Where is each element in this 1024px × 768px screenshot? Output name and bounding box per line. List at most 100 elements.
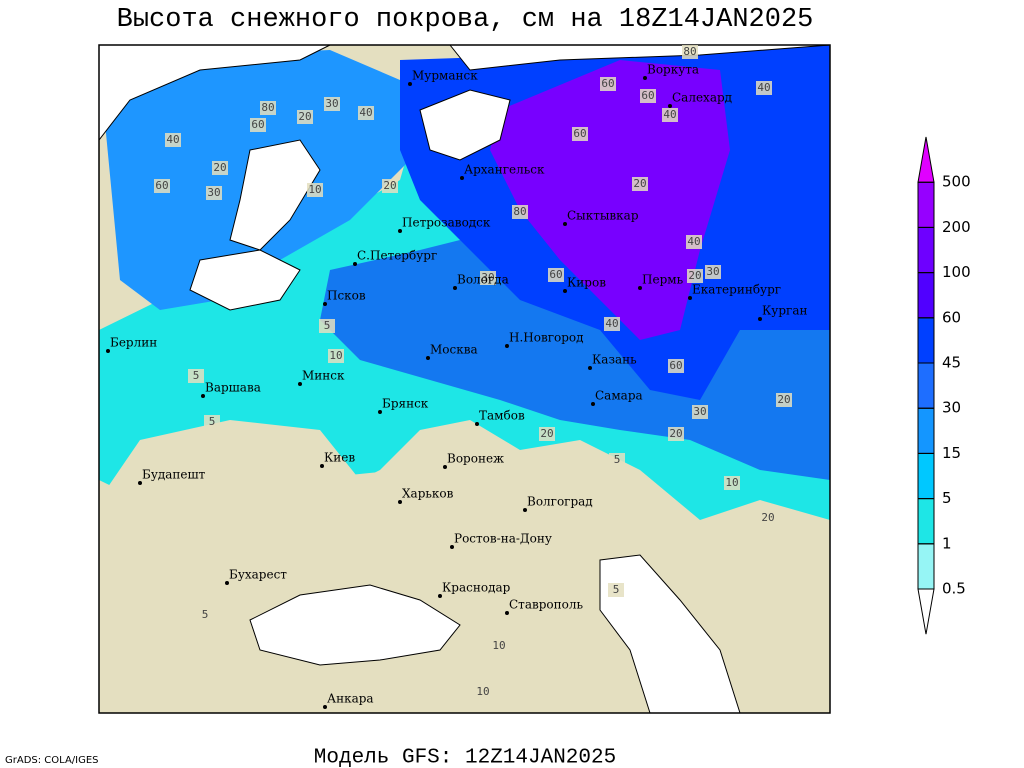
city-label: Варшава <box>205 381 261 395</box>
contour-label: 20 <box>633 177 646 190</box>
contour-label-box <box>662 108 678 122</box>
contour-labels: 60 80 60 30 40 20 40 60 80 60 40 40 20 10 30 60 20 80 30 60… <box>154 45 792 699</box>
city-label: Воронеж <box>447 452 504 466</box>
city-label: Киров <box>567 276 606 290</box>
white-sea <box>419 89 511 161</box>
colorbar-label: 1 <box>942 534 952 552</box>
contour-label: 5 <box>193 369 200 382</box>
contour-label: 60 <box>601 77 614 90</box>
colorbar-segment <box>917 543 935 590</box>
colorbar-label: 30 <box>942 399 961 417</box>
colorbar-segment <box>917 498 935 545</box>
contour-label-box <box>307 183 323 197</box>
contour-label: 60 <box>549 268 562 281</box>
city-dot <box>460 176 464 180</box>
colorbar-label: 45 <box>942 354 961 372</box>
colorbar-segment <box>917 407 935 454</box>
city-label: Архангельск <box>464 163 545 177</box>
contour-label: 20 <box>777 393 790 406</box>
snow-very-deep <box>490 60 730 340</box>
contour-label: 20 <box>383 179 396 192</box>
city-dot <box>505 344 509 348</box>
city-label: Анкара <box>327 692 374 706</box>
contour-label: 80 <box>513 205 526 218</box>
city-label: Ставрополь <box>509 598 583 612</box>
contour-label-box <box>724 476 740 490</box>
colorbar-segment <box>917 317 935 364</box>
city-label: Курган <box>762 304 807 318</box>
colorbar-label: 5 <box>942 489 952 507</box>
city-dot <box>591 402 595 406</box>
contour-label-box <box>668 427 684 441</box>
contour-label-box <box>512 205 528 219</box>
city-label: Екатеринбург <box>692 283 781 297</box>
city-dot <box>438 594 442 598</box>
city-label: Сыктывкар <box>567 209 639 223</box>
colorbar-label: 100 <box>942 263 971 281</box>
contour-label-box <box>204 415 220 429</box>
contour-label-box <box>687 269 703 283</box>
city-label: Харьков <box>402 487 454 501</box>
contour-label: 5 <box>614 453 621 466</box>
contour-label-box <box>776 393 792 407</box>
city-dot <box>398 229 402 233</box>
contour-label-box <box>324 97 340 111</box>
city-label: Волгоград <box>527 495 593 509</box>
contour-label: 20 <box>669 427 682 440</box>
contour-label: 5 <box>209 415 216 428</box>
city-label: Вологда <box>457 273 509 287</box>
contour-label: 40 <box>757 81 770 94</box>
contour-label: 20 <box>688 269 701 282</box>
black-sea <box>249 584 461 666</box>
contour-label: 60 <box>573 127 586 140</box>
city-label: Мурманск <box>412 69 478 83</box>
contour-label-box <box>548 268 564 282</box>
contour-label-box <box>206 186 222 200</box>
city-dot <box>588 366 592 370</box>
contour-label: 10 <box>725 476 738 489</box>
contour-label-box <box>756 81 772 95</box>
city-dot <box>398 500 402 504</box>
city-label: Петрозаводск <box>402 216 491 230</box>
colorbar-segment <box>917 136 935 183</box>
city-dot <box>643 76 647 80</box>
contour-label-box <box>475 685 491 699</box>
contour-label: 40 <box>359 106 372 119</box>
cities: Мурманск Воркута Салехард Архангельск Петроз… <box>106 63 807 709</box>
city-dot <box>668 104 672 108</box>
city-dot <box>475 422 479 426</box>
city-dot <box>353 262 357 266</box>
city-label: Брянск <box>382 397 429 411</box>
footer: Модель GFS: 12Z14JAN2025 <box>314 747 616 768</box>
city-dot <box>688 296 692 300</box>
city-label: Казань <box>592 353 637 367</box>
city-dot <box>758 317 762 321</box>
city-dot <box>201 394 205 398</box>
contour-label: 60 <box>641 89 654 102</box>
city-label: Минск <box>302 369 345 383</box>
contour-label: 30 <box>693 405 706 418</box>
bare-land <box>99 420 360 560</box>
colorbar-label: 500 <box>942 173 971 191</box>
contour-label: 30 <box>706 265 719 278</box>
city-dot <box>138 481 142 485</box>
contour-label-box <box>572 127 588 141</box>
contour-label: 60 <box>155 179 168 192</box>
contour-label: 60 <box>669 359 682 372</box>
city-label: Будапешт <box>142 468 206 482</box>
colorbar-label: 15 <box>942 444 961 462</box>
contour-label-box <box>760 511 776 525</box>
contour-label: 30 <box>207 186 220 199</box>
contour-label: 20 <box>213 161 226 174</box>
city-dot <box>450 545 454 549</box>
colorbar-segment <box>917 181 935 228</box>
city-label: Киев <box>324 451 355 465</box>
contour-label: 20 <box>540 427 553 440</box>
contour-label: 40 <box>687 235 700 248</box>
contour-label-box <box>539 427 555 441</box>
title: Высота снежного покрова, см на 18Z14JAN2… <box>117 5 814 35</box>
contour-label: 80 <box>683 45 696 58</box>
city-label: Самара <box>595 389 643 403</box>
contour-label: 60 <box>251 118 264 131</box>
